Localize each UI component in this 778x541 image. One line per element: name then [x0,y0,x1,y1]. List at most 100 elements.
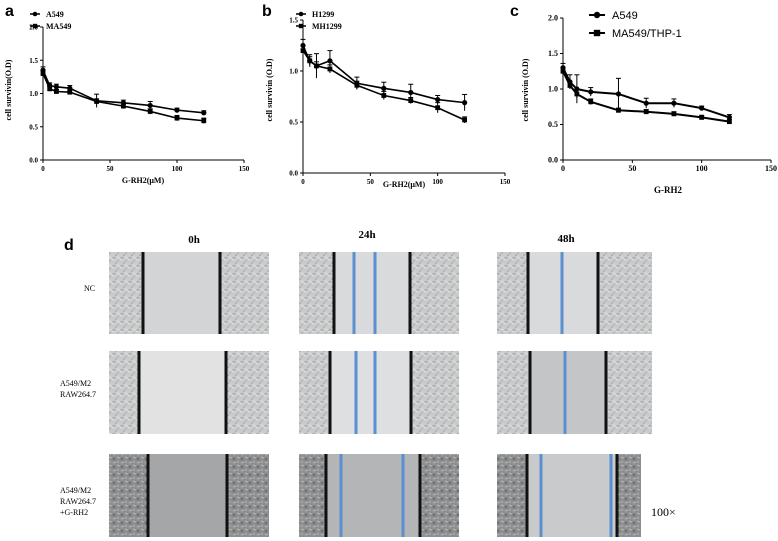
micrograph-a549m2-grh2-0h [109,454,269,537]
legend-marker-circle [593,11,601,19]
y-tick-label: 1.5 [289,17,298,25]
row-label-a549-m2-grh2: A549/M2 RAW264.7 +G-RH2 [60,486,98,517]
x-tick-label: 50 [628,164,636,173]
chart-c-series [560,62,733,125]
data-point [574,86,580,92]
data-point [94,99,99,104]
y-tick-label: 0.5 [29,123,38,131]
data-point [354,82,360,88]
data-point [462,100,468,106]
row-label-line: RAW264.7 [60,497,96,506]
data-point [67,89,73,95]
x-tick-label: 100 [432,178,443,186]
x-tick-label: 0 [561,164,565,173]
chart-b: cell survivin (O.D) G-RH2(μM) 0 50 100 1500… [265,10,511,189]
y-tick-label: 0.5 [289,119,298,127]
data-point [671,111,677,117]
data-point [381,85,387,91]
row-label-line: RAW264.7 [60,390,96,399]
legend-marker-circle [32,11,38,17]
row-label-line: A549/M2 [60,379,91,388]
chart-c-legend-label: A549 [612,10,638,22]
data-point [588,99,594,105]
chart-c-legend: A549 MA549/THP-1 [589,10,682,40]
x-tick-label: 0 [41,165,45,173]
data-point [574,91,580,97]
legend-marker-square [593,29,601,37]
data-point [699,115,705,120]
data-point [435,96,441,103]
chart-b-series [300,38,468,124]
wound-assay-grid: 0h 24h 48h NC A549/M2 RAW264.7 A549/M2 R… [60,229,676,537]
data-point [408,98,414,103]
data-point [40,71,46,76]
micrograph-nc-48h [497,252,652,334]
chart-b-legend-label: H1299 [312,10,334,19]
data-point [53,84,60,90]
y-tick-label: 1.0 [548,85,558,94]
data-point [314,63,319,69]
data-point [307,58,313,64]
data-point [726,114,733,120]
data-point [567,83,573,88]
x-tick-label: 100 [172,165,183,173]
data-point [327,66,333,72]
column-header-24h: 24h [358,229,375,241]
chart-a-series [40,66,207,124]
legend-marker-square [298,23,304,29]
data-point [643,109,649,115]
chart-a-xlabel: G-RH2(μM) [122,176,165,185]
data-point [327,58,333,64]
micrograph-a549m2-0h [109,351,269,434]
y-tick-label: 0.0 [289,170,298,178]
data-point [54,89,59,94]
data-point [408,89,414,96]
row-label-line: A549/M2 [60,486,91,495]
y-tick-label: 1.5 [548,49,558,58]
micrograph-a549m2-grh2-48h [497,454,641,537]
panel-label-c: c [510,3,519,20]
y-tick-label: 1.0 [289,68,298,76]
chart-c-legend-label: MA549/THP-1 [612,28,682,40]
chart-c: cell survivin (O.D) G-RH2 0 50 100 150 0.0 0.… [521,10,777,195]
y-tick-label: 1.0 [29,90,38,98]
legend-marker-circle [298,11,304,17]
column-header-0h: 0h [188,234,200,246]
chart-b-legend-label: MH1299 [312,22,342,31]
micrograph-nc-0h [109,252,269,334]
panel-label-a: a [5,3,14,20]
data-point [643,100,649,106]
data-point [615,91,622,97]
y-tick-label: 0.0 [29,157,38,165]
data-point [699,105,705,111]
chart-a-legend-label: A549 [46,10,64,19]
data-point [174,107,180,113]
row-label-line: NC [84,284,95,293]
data-point [121,103,126,109]
row-label-nc: NC [84,284,95,293]
data-point [560,68,566,74]
data-point [174,115,180,121]
y-tick-label: 0.0 [548,156,558,165]
x-tick-label: 50 [367,178,375,186]
micrograph-a549m2-48h [497,351,652,434]
data-point [147,102,153,109]
x-tick-label: 100 [696,164,708,173]
data-point [462,117,467,123]
chart-b-legend: H1299 MH1299 [296,10,342,31]
data-point [381,93,387,98]
data-point [67,85,73,91]
chart-a-legend-label: MA549 [46,22,71,31]
data-point [671,100,677,106]
data-point [435,105,441,111]
y-tick-label: 1.5 [29,57,38,65]
column-header-48h: 48h [557,233,574,245]
series-line [42,73,204,122]
chart-b-axes: 0 50 100 150 0.0 0.5 1.0 1.5 [289,17,511,187]
y-tick-label: 0.5 [548,120,558,129]
micrograph-nc-24h [299,252,459,334]
x-tick-label: 150 [765,164,777,173]
data-point [47,86,53,92]
